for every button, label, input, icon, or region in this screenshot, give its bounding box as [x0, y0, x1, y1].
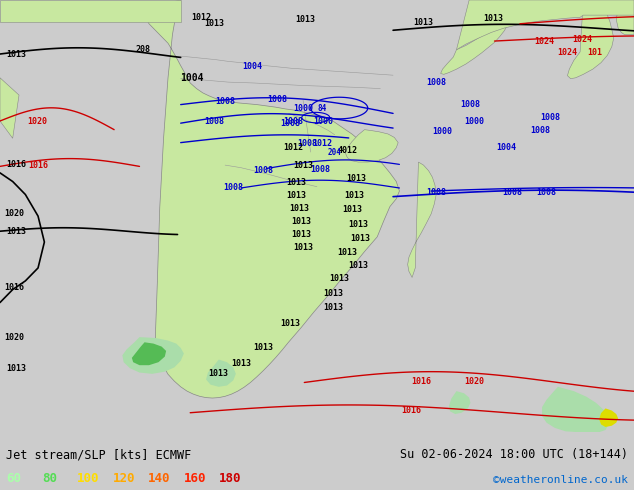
Text: 1008: 1008 — [297, 139, 318, 148]
Text: 1008: 1008 — [204, 118, 224, 126]
Polygon shape — [542, 387, 609, 432]
Text: 1013: 1013 — [323, 289, 343, 297]
Text: 1013: 1013 — [346, 173, 366, 183]
Text: 120: 120 — [113, 472, 135, 486]
Text: ©weatheronline.co.uk: ©weatheronline.co.uk — [493, 475, 628, 486]
Text: 1013: 1013 — [6, 49, 26, 58]
Text: 1008: 1008 — [502, 188, 522, 197]
Text: 1013: 1013 — [280, 319, 301, 328]
Polygon shape — [449, 391, 470, 414]
Text: 1013: 1013 — [204, 19, 224, 28]
Text: 1008: 1008 — [310, 165, 330, 174]
Text: 1016: 1016 — [411, 377, 432, 386]
Text: 1016: 1016 — [6, 160, 26, 169]
Text: 1004: 1004 — [242, 63, 262, 72]
Text: 1013: 1013 — [231, 359, 251, 368]
Text: 1013: 1013 — [287, 191, 307, 200]
Text: Jet stream/SLP [kts] ECMWF: Jet stream/SLP [kts] ECMWF — [6, 448, 191, 462]
Text: 1012: 1012 — [312, 139, 332, 148]
Text: 1013: 1013 — [329, 274, 349, 283]
Text: 1013: 1013 — [323, 303, 343, 312]
Text: 1000: 1000 — [293, 104, 313, 113]
Text: 1013: 1013 — [6, 364, 26, 373]
Text: 1013: 1013 — [289, 204, 309, 213]
Polygon shape — [616, 0, 634, 35]
Text: 1013: 1013 — [291, 217, 311, 226]
Text: 1013: 1013 — [293, 161, 313, 170]
Text: 1020: 1020 — [4, 209, 24, 219]
Text: 1016: 1016 — [4, 283, 24, 292]
Polygon shape — [599, 408, 618, 427]
Text: 1020: 1020 — [4, 334, 24, 343]
Polygon shape — [346, 130, 398, 162]
Text: 4012: 4012 — [337, 146, 358, 155]
Text: Su 02-06-2024 18:00 UTC (18+144): Su 02-06-2024 18:00 UTC (18+144) — [399, 448, 628, 462]
Text: 1012: 1012 — [283, 143, 303, 152]
Text: 1013: 1013 — [344, 191, 364, 200]
Polygon shape — [206, 360, 236, 387]
Text: 1013: 1013 — [291, 230, 311, 239]
Text: 1013: 1013 — [209, 369, 229, 378]
Text: 1013: 1013 — [253, 343, 273, 352]
Text: 1008: 1008 — [223, 183, 243, 193]
Text: 1008: 1008 — [283, 117, 303, 125]
Text: 180: 180 — [219, 472, 242, 486]
Text: 1024: 1024 — [572, 35, 592, 44]
Polygon shape — [132, 343, 166, 365]
Text: 101: 101 — [587, 48, 602, 57]
Polygon shape — [0, 0, 181, 22]
Text: 1013: 1013 — [295, 15, 316, 24]
Text: 1004: 1004 — [496, 143, 516, 152]
Text: 160: 160 — [184, 472, 206, 486]
Text: 1000: 1000 — [313, 117, 333, 125]
Text: 208: 208 — [135, 45, 150, 54]
Text: 1013: 1013 — [337, 248, 358, 257]
Text: 1016: 1016 — [401, 406, 421, 415]
Text: 60: 60 — [6, 472, 22, 486]
Text: 84: 84 — [318, 104, 327, 113]
Polygon shape — [0, 78, 19, 138]
Text: 1013: 1013 — [483, 14, 503, 23]
Text: 1020: 1020 — [27, 117, 47, 125]
Text: 1020: 1020 — [464, 377, 484, 386]
Text: 204: 204 — [328, 147, 342, 157]
Text: 1013: 1013 — [293, 243, 313, 252]
Text: 1000: 1000 — [432, 127, 453, 136]
Polygon shape — [441, 13, 515, 74]
Text: 1004: 1004 — [179, 73, 204, 83]
Polygon shape — [456, 0, 634, 49]
Polygon shape — [567, 0, 614, 79]
Text: 1008: 1008 — [460, 100, 481, 109]
Text: 1008: 1008 — [426, 188, 446, 197]
Text: 1000: 1000 — [464, 118, 484, 126]
Text: 80: 80 — [42, 472, 57, 486]
Text: 1013: 1013 — [287, 178, 307, 187]
Text: 1013: 1013 — [342, 205, 362, 214]
Text: 1013: 1013 — [413, 18, 434, 27]
Text: 1013: 1013 — [350, 234, 370, 243]
Text: 1008: 1008 — [253, 166, 273, 175]
Polygon shape — [146, 0, 399, 398]
Text: 1008: 1008 — [530, 126, 550, 135]
Text: 1013: 1013 — [6, 227, 26, 236]
Polygon shape — [408, 162, 436, 277]
Text: 1008: 1008 — [280, 119, 301, 128]
Text: 1013: 1013 — [348, 261, 368, 270]
Text: 1024: 1024 — [557, 48, 578, 57]
Text: 1024: 1024 — [534, 37, 554, 46]
Text: 1008: 1008 — [268, 95, 288, 104]
Text: 1012: 1012 — [191, 13, 212, 22]
Text: 1008: 1008 — [540, 113, 560, 122]
Text: 100: 100 — [77, 472, 100, 486]
Text: 1008: 1008 — [536, 188, 557, 197]
Text: 140: 140 — [148, 472, 171, 486]
Text: 1008: 1008 — [215, 97, 235, 106]
Polygon shape — [122, 337, 184, 374]
Text: 1016: 1016 — [28, 161, 48, 170]
Text: 1013: 1013 — [348, 220, 368, 229]
Text: 1008: 1008 — [426, 78, 446, 88]
